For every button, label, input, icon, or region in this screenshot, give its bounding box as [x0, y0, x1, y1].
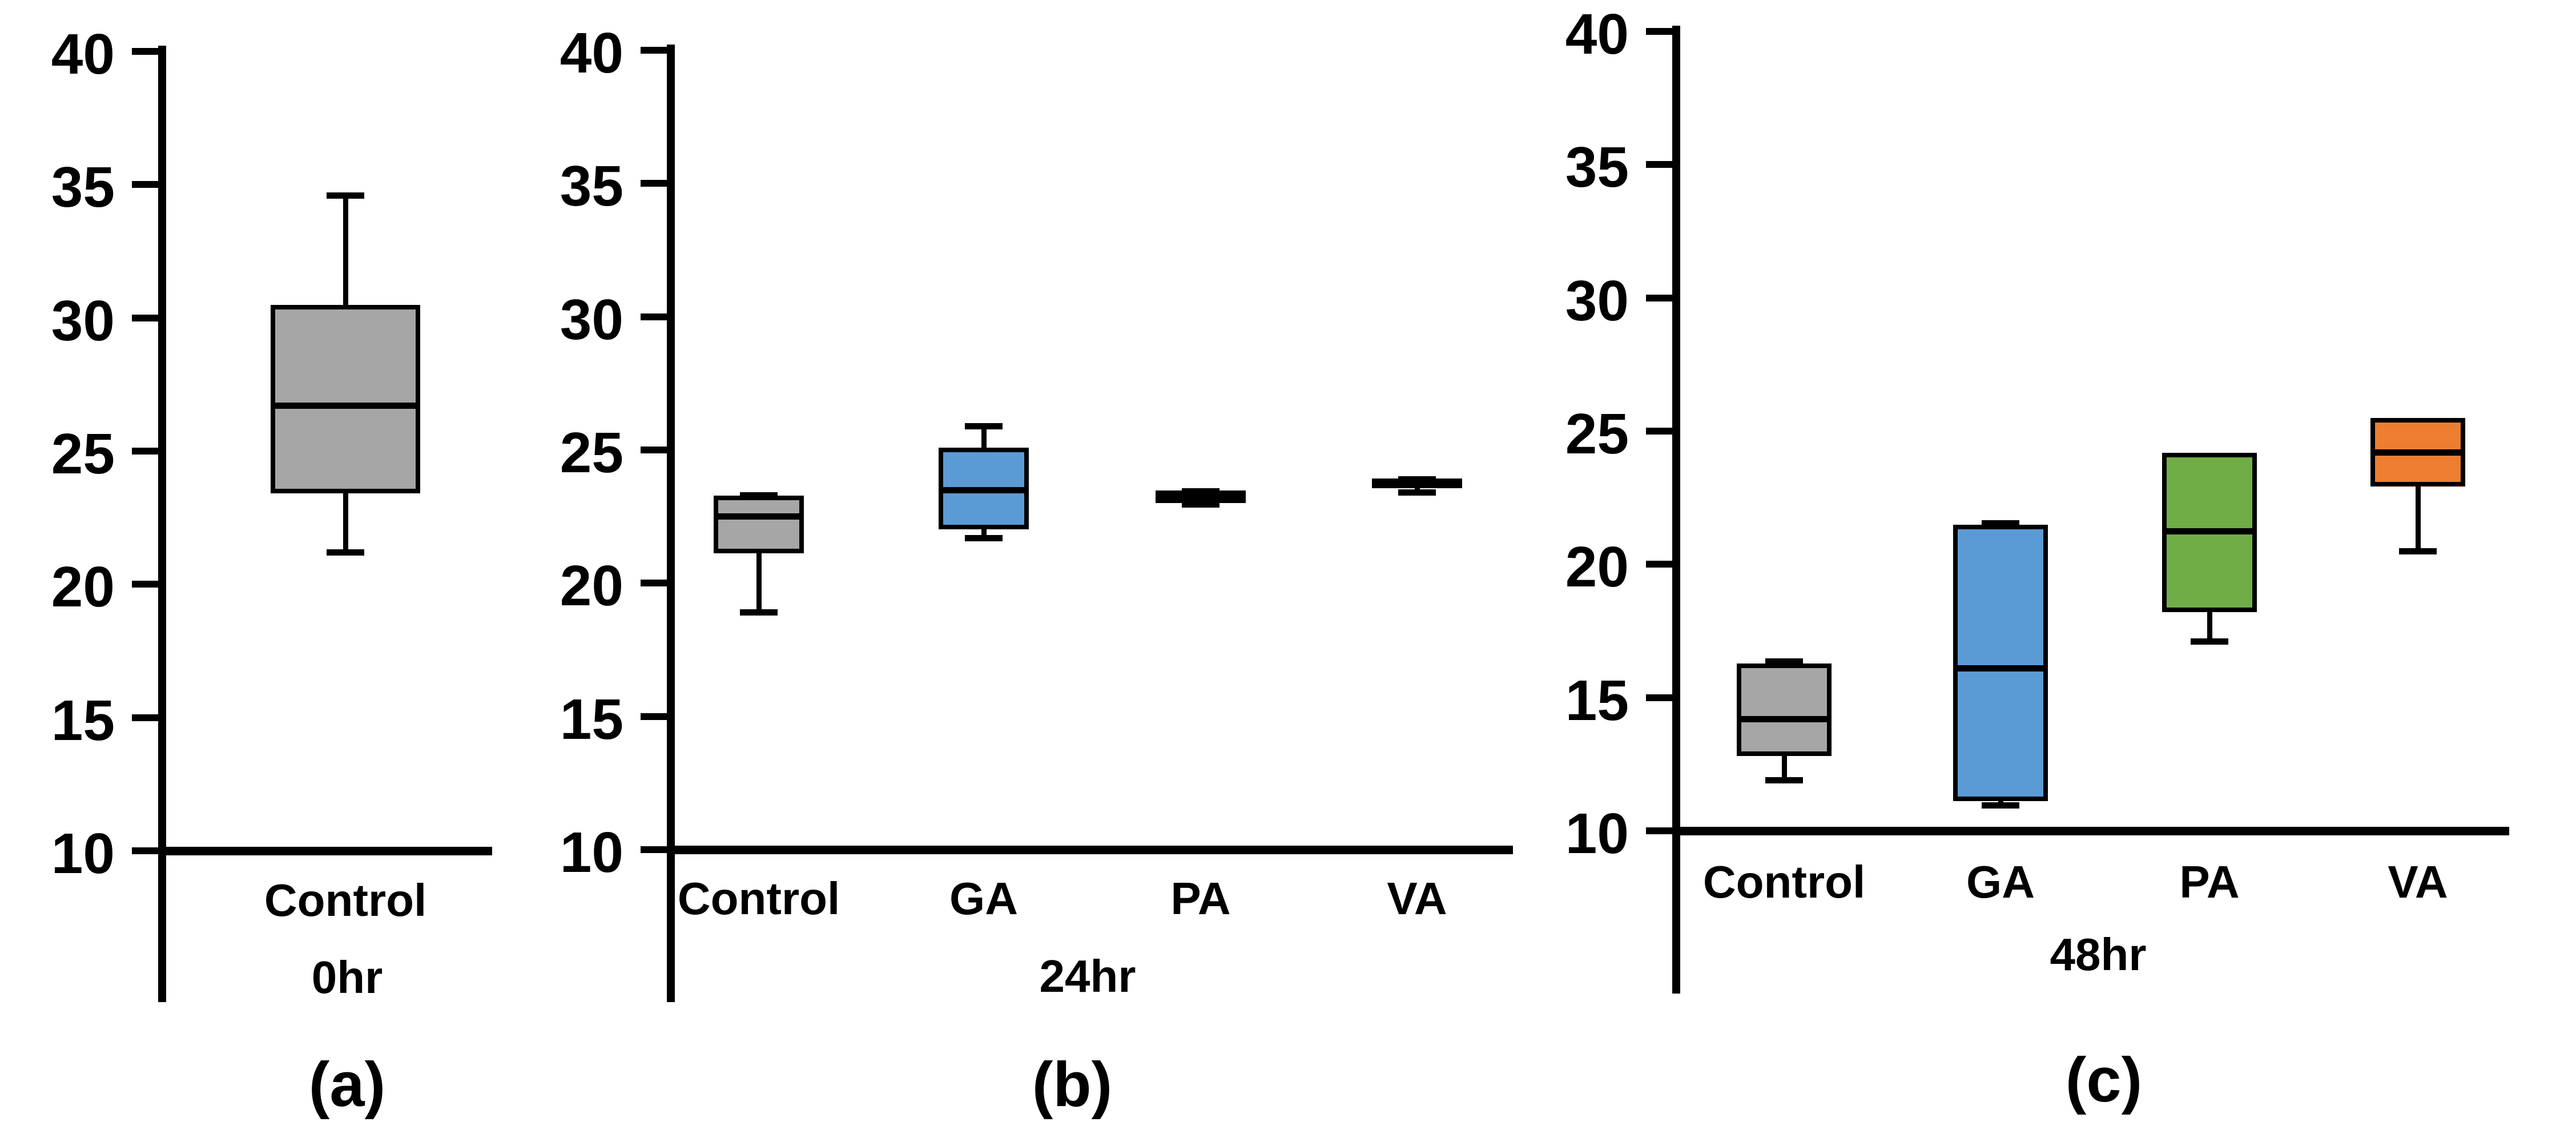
y-axis-tick [641, 313, 667, 320]
y-tick-label: 25 [560, 421, 623, 485]
y-axis-tick [1646, 294, 1672, 301]
y-axis-tick [1646, 28, 1672, 35]
median-line [940, 486, 1027, 493]
y-axis-tick [132, 448, 158, 455]
y-tick-label: 20 [1565, 535, 1629, 600]
category-label: VA [1387, 873, 1447, 924]
category-label: PA [1170, 873, 1231, 924]
median-line [1374, 480, 1460, 486]
whisker-cap-bottom [1182, 501, 1219, 508]
y-tick-label: 40 [1565, 2, 1629, 66]
y-tick-label: 30 [51, 288, 115, 353]
median-line [1955, 665, 2046, 671]
category-label: Control [1702, 856, 1866, 907]
whisker-cap-top [1182, 488, 1219, 494]
panel-letter: (b) [1032, 1049, 1113, 1120]
category-label: GA [1966, 856, 2035, 907]
panel-letter: (c) [2065, 1045, 2143, 1115]
y-tick-label: 25 [51, 422, 115, 486]
whisker-cap-bottom [1765, 777, 1803, 783]
y-axis-spine [1672, 26, 1680, 994]
median-line [272, 403, 418, 409]
category-label: PA [2179, 856, 2240, 907]
panel-b: 40 35 30 25 20 15 10 Control GA PA VA 24hr (b) [560, 0, 1541, 1138]
y-tick-label: 10 [1565, 802, 1629, 866]
y-axis-spine [158, 46, 166, 1002]
category-label: VA [2388, 856, 2448, 907]
y-axis-tick [641, 180, 667, 187]
category-label: Control [677, 873, 840, 924]
y-axis-tick [132, 181, 158, 188]
y-tick-label: 30 [1565, 268, 1629, 333]
y-tick-label: 35 [51, 155, 115, 220]
y-tick-label: 40 [560, 21, 623, 85]
category-label: Control [264, 875, 427, 926]
y-tick-label: 10 [560, 821, 623, 884]
y-tick-label: 20 [560, 554, 623, 618]
whisker-cap-top [1398, 476, 1436, 482]
x-axis-line [158, 847, 492, 855]
y-axis-tick [132, 847, 158, 854]
y-tick-label: 35 [560, 154, 623, 219]
y-axis-tick [1646, 827, 1672, 834]
median-line [2372, 449, 2464, 456]
y-tick-label: 15 [1565, 668, 1629, 733]
y-axis-tick [1646, 694, 1672, 701]
y-tick-label: 25 [1565, 402, 1629, 466]
whisker-cap-bottom [327, 549, 364, 556]
median-line [715, 513, 802, 520]
y-tick-label: 15 [560, 687, 623, 751]
box-control [1737, 663, 1832, 756]
median-line [2164, 528, 2255, 534]
y-tick-label: 35 [1565, 135, 1629, 200]
whisker-cap-bottom [740, 609, 778, 616]
group-label: 48hr [2050, 929, 2147, 980]
whisker-cap-top [1765, 658, 1803, 665]
whisker-cap-top [740, 492, 778, 498]
whisker-cap-bottom [2399, 548, 2437, 554]
x-axis-line [1672, 827, 2509, 835]
y-tick-label: 10 [51, 822, 115, 886]
whisker-cap-top [327, 192, 364, 199]
y-tick-label: 40 [51, 22, 115, 86]
whisker-cap-bottom [1982, 802, 2019, 809]
whisker-cap-bottom [2191, 638, 2228, 645]
panel-c: 40 35 30 25 20 15 10 Control GA PA VA 48hr (c) [1541, 0, 2576, 1138]
y-axis-tick [132, 714, 158, 721]
box-control [271, 305, 420, 493]
y-axis-tick [641, 580, 667, 587]
median-line [1738, 715, 1830, 722]
y-axis-tick [1646, 428, 1672, 435]
box-control [714, 496, 804, 554]
y-tick-label: 20 [51, 555, 115, 620]
whisker-cap-top [965, 423, 1003, 429]
y-axis-tick [132, 581, 158, 588]
whisker-line [756, 495, 762, 613]
y-axis-tick [641, 447, 667, 453]
y-axis-tick [641, 713, 667, 720]
y-tick-label: 30 [560, 287, 623, 352]
category-label: GA [949, 873, 1018, 924]
x-axis-line [667, 846, 1513, 854]
y-axis-tick [132, 48, 158, 55]
group-label: 0hr [311, 952, 383, 1003]
y-tick-label: 15 [51, 688, 115, 753]
panel-letter: (a) [308, 1049, 386, 1120]
whisker-cap-top [1982, 520, 2019, 526]
group-label: 24hr [1039, 951, 1136, 1002]
y-axis-spine [667, 45, 675, 1002]
y-axis-tick [1646, 161, 1672, 168]
median-line [1157, 494, 1244, 501]
whisker-cap-bottom [965, 534, 1003, 541]
y-axis-tick [132, 314, 158, 321]
y-axis-tick [641, 47, 667, 54]
y-axis-tick [1646, 561, 1672, 568]
whisker-cap-bottom [1398, 489, 1436, 496]
box-ga [1953, 525, 2048, 801]
y-axis-tick [641, 846, 667, 853]
panel-a: 40 35 30 25 20 15 10 Control 0hr (a) [0, 0, 571, 1138]
